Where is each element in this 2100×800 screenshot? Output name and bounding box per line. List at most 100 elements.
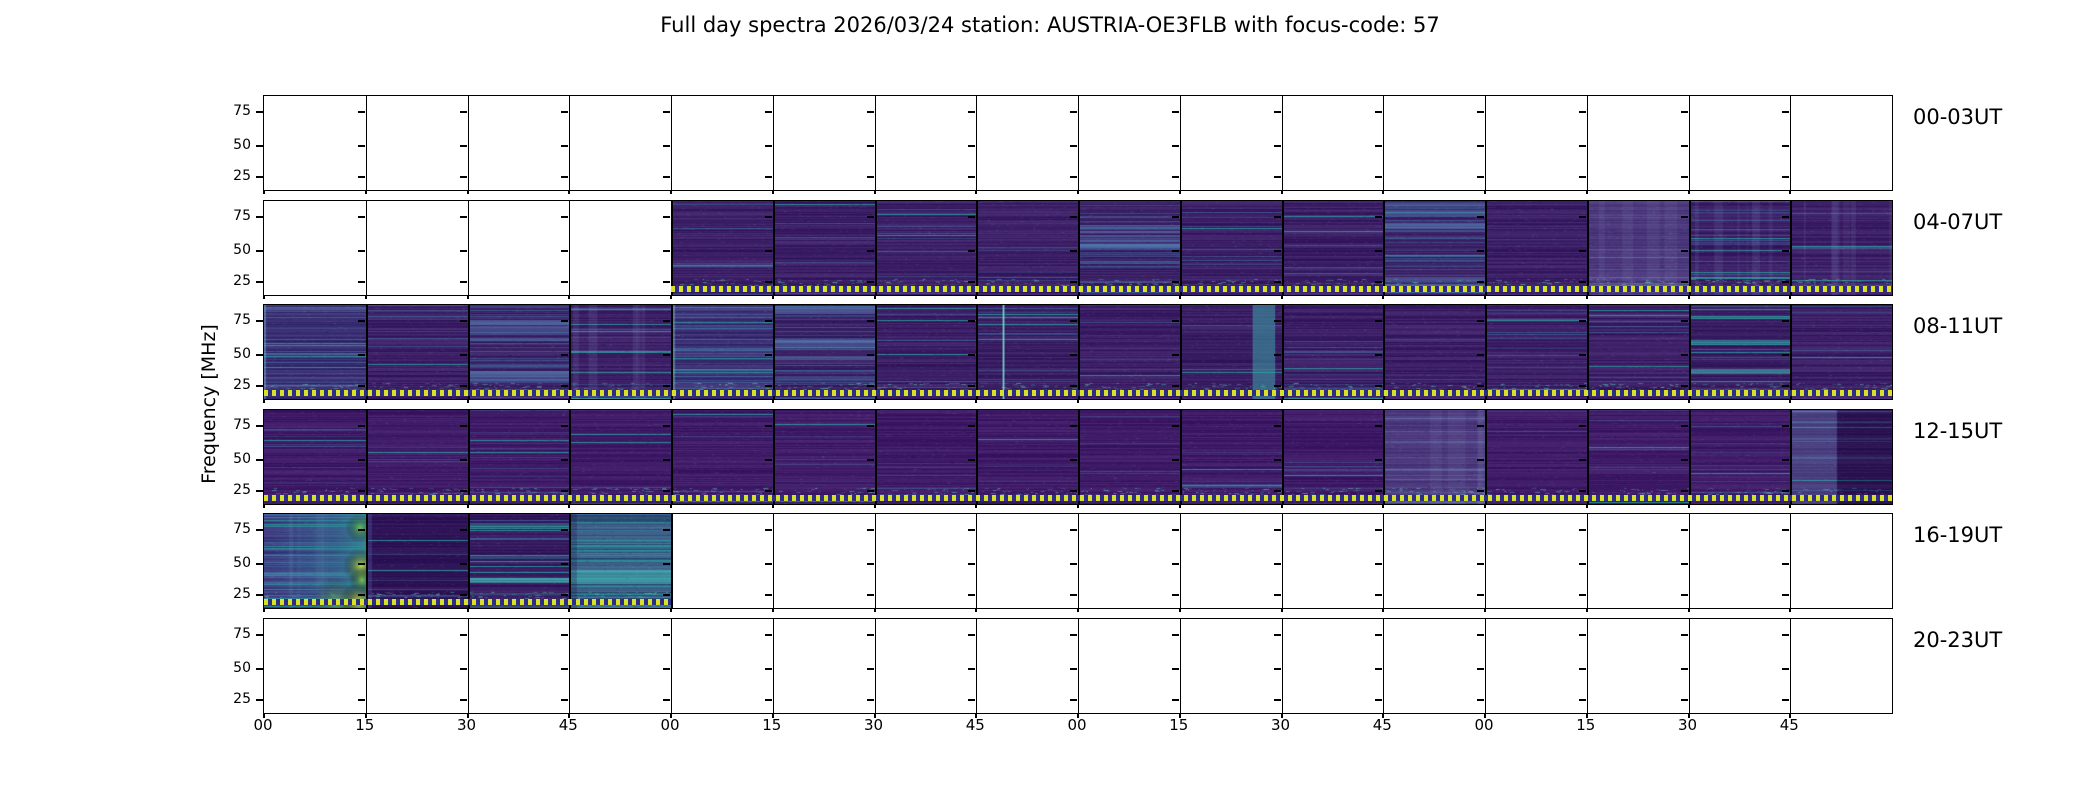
spectrogram-panel [874,200,977,295]
spectrogram-panel [976,200,1078,295]
frequency-tick [968,563,976,566]
frequency-tick [968,634,976,636]
chart-title: Full day spectra 2026/03/24 station: AUS… [660,13,1440,37]
frequency-tick [1782,215,1790,218]
spectrogram-panel [1790,200,1892,295]
frequency-tick [866,176,874,178]
frequency-tick [1578,354,1586,357]
spectrogram-panel [1790,619,1892,713]
frequency-tick [1171,668,1179,670]
frequency-tick [561,111,569,113]
spectrogram-canvas [774,409,875,504]
frequency-tick [968,424,976,427]
frequency-tick [1273,594,1281,597]
frequency-tick [1680,249,1688,252]
frequency-tick [1782,145,1790,147]
time-tick [466,294,469,299]
spectrogram-panel [1688,200,1791,295]
frequency-tick [764,458,772,461]
frequency-tick [663,145,670,147]
frequency-tick [256,529,263,532]
frequency-tick [1578,634,1586,636]
spectrogram-panel [264,409,366,504]
spectrogram-canvas [1283,200,1384,295]
spectrogram-panel [976,409,1078,504]
spectrogram-panel [1790,305,1892,400]
spectrogram-canvas [1690,409,1791,504]
time-tick [568,713,571,718]
frequency-tick [561,458,569,461]
spectrogram-panel [1179,96,1282,190]
frequency-tick [663,634,670,636]
frequency-tick [561,424,569,427]
frequency-tick [459,529,467,532]
spectrogram-panel [772,409,875,504]
y-tick-label: 75 [233,416,251,433]
spectrogram-panel [264,619,366,713]
frequency-tick [1171,145,1179,147]
frequency-tick [1680,424,1688,427]
time-tick [873,399,876,404]
frequency-tick [764,594,772,597]
frequency-tick [1375,424,1383,427]
time-tick [466,713,469,718]
frequency-tick [866,424,874,427]
time-tick [1280,399,1283,404]
spectrogram-canvas [978,200,1078,295]
frequency-tick [1070,634,1077,636]
x-tick-label: 00 [660,716,680,734]
time-tick [1585,608,1588,613]
spectrogram-canvas [1080,409,1180,504]
frequency-tick [968,529,976,532]
frequency-tick [1375,594,1383,597]
frequency-tick [1782,563,1790,566]
x-tick-label: 45 [558,716,578,734]
frequency-tick [256,215,263,218]
frequency-tick [1782,280,1790,283]
spectrogram-panel [569,514,671,609]
frequency-tick [459,699,467,701]
spectrogram-canvas [673,409,773,504]
spectrogram-canvas [978,409,1078,504]
time-tick [1789,190,1792,194]
frequency-tick [1375,215,1383,218]
frequency-tick [1680,111,1688,113]
x-tick-label: 45 [965,716,985,734]
frequency-tick [1375,563,1383,566]
spectrogram-panel [772,514,875,609]
time-tick [364,294,367,299]
spectrogram-panel [1078,409,1180,504]
time-tick [1382,294,1385,299]
x-tick-label: 30 [1677,716,1698,734]
frequency-tick [1477,111,1484,113]
frequency-tick [1171,111,1179,113]
spectrogram-panel [1790,96,1892,190]
spectrogram-panel [671,200,773,295]
spectrogram-panel [569,619,671,713]
spectrogram-canvas [469,305,570,400]
x-tick-label: 30 [456,716,477,734]
spectrogram-panel [1485,409,1587,504]
frequency-tick [968,489,976,492]
spectrogram-panel [874,619,977,713]
spectrogram-panel [1078,619,1180,713]
frequency-tick [256,354,263,357]
frequency-tick [866,458,874,461]
time-tick [1687,399,1690,404]
frequency-tick [561,563,569,566]
frequency-tick [1171,215,1179,218]
spectrogram-panel [365,514,468,609]
frequency-tick [1171,529,1179,532]
time-tick [1280,503,1283,508]
spectra-row-00-03ut [263,95,1893,191]
spectrogram-canvas [1690,305,1791,400]
frequency-tick [1171,634,1179,636]
time-tick [1382,503,1385,508]
frequency-tick [1171,424,1179,427]
frequency-tick [1070,489,1077,492]
frequency-tick [1273,354,1281,357]
frequency-tick [1273,458,1281,461]
frequency-tick [561,529,569,532]
time-tick [670,713,672,718]
